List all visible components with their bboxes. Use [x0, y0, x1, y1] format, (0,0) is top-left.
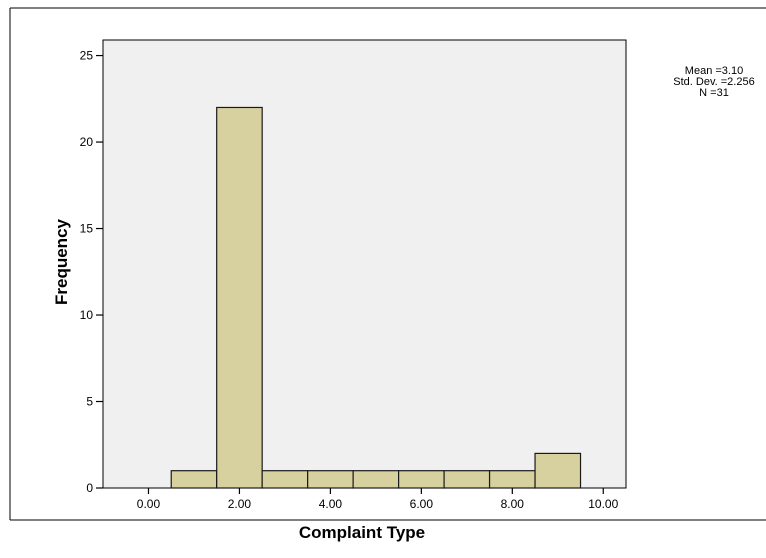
histogram-bar-8 [488, 470, 536, 489]
histogram-bar-6 [398, 470, 445, 489]
histogram-bar-5 [352, 470, 400, 489]
x-tick-label-6.00: 6.00 [410, 497, 434, 511]
x-tick-label-2.00: 2.00 [228, 497, 252, 511]
std-dev-stat: Std. Dev. =2.256 [673, 76, 755, 88]
y-axis-label: Frequency [52, 219, 71, 305]
x-tick-label-10.00: 10.00 [588, 497, 618, 511]
y-tick-label-0: 0 [86, 481, 93, 495]
histogram-bar-7 [443, 470, 491, 489]
x-tick-label-4.00: 4.00 [319, 497, 343, 511]
x-axis-label: Complaint Type [298, 523, 426, 542]
y-tick-label-5: 5 [86, 395, 93, 409]
histogram-bar-1 [170, 470, 218, 489]
histogram-bar-2 [216, 106, 263, 489]
y-tick-label-20: 20 [80, 135, 94, 149]
x-tick-label-0.00: 0.00 [137, 497, 161, 511]
histogram-bar-9 [534, 452, 582, 489]
histogram-bar-3 [261, 470, 309, 489]
plot-area [102, 39, 627, 489]
x-tick-label-8.00: 8.00 [501, 497, 525, 511]
n-stat: N =31 [699, 87, 729, 99]
mean-stat: Mean =3.10 [684, 66, 744, 77]
y-tick-label-25: 25 [80, 49, 94, 63]
y-tick-label-15: 15 [80, 222, 94, 236]
statistics-box: Mean =3.10 Std. Dev. =2.256 N =31 [663, 66, 765, 99]
y-tick-label-10: 10 [80, 308, 94, 322]
histogram-bar-4 [307, 470, 354, 489]
